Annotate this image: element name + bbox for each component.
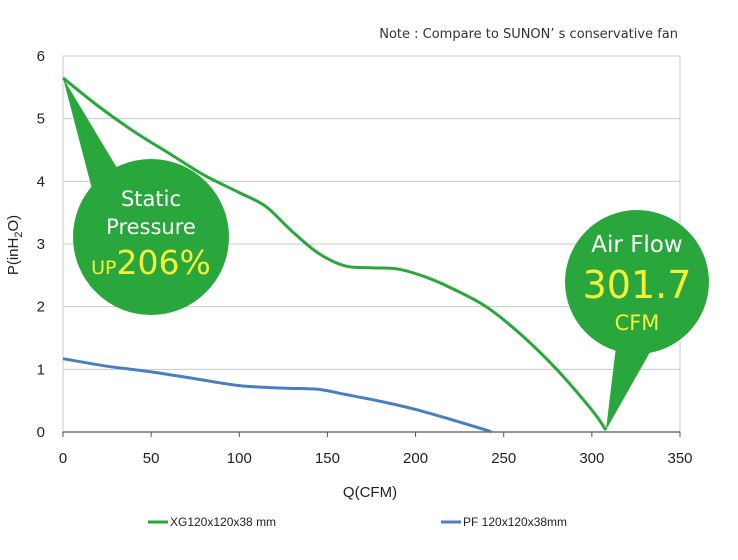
y-axis-label-part: O) [5, 215, 22, 232]
airflow-callout-unit: CFM [615, 311, 660, 335]
x-tick-label: 200 [403, 450, 428, 467]
static-callout-value: 206% [117, 243, 211, 282]
y-tick-label: 6 [37, 48, 45, 65]
static-pressure-callout: Static Pressure UP206% [63, 77, 229, 315]
x-tick-label: 350 [667, 450, 692, 467]
y-tick-label: 4 [37, 173, 45, 190]
y-axis-label-subscript: 2 [13, 232, 25, 238]
series-line-xg [62, 76, 608, 431]
airflow-callout-line1: Air Flow [591, 232, 682, 258]
x-axis-label: Q(CFM) [343, 484, 397, 501]
static-callout-value-group: UP206% [91, 243, 211, 282]
series-line-pf [62, 357, 493, 434]
y-tick-label: 5 [37, 111, 45, 128]
x-tick-label: 300 [579, 450, 604, 467]
y-tick-label: 1 [37, 361, 45, 378]
y-tick-label: 2 [37, 299, 45, 316]
static-callout-line2: Pressure [106, 215, 196, 239]
static-pressure-pointer [63, 77, 123, 193]
y-tick-label: 3 [37, 236, 45, 253]
airflow-callout-value: 301.7 [583, 263, 692, 307]
static-callout-line1: Static [121, 187, 181, 211]
x-tick-label: 250 [491, 450, 516, 467]
y-axis-ticks: 0 1 2 3 4 5 6 [37, 48, 45, 441]
legend-label-pf: PF 120x120x38mm [463, 515, 567, 529]
y-tick-label: 0 [37, 424, 45, 441]
y-axis-label: P(inH2O) [5, 215, 25, 275]
chart-note: Note : Compare to SUNON’ s conservative … [379, 27, 678, 42]
x-axis-ticks: 0 50 100 150 200 250 300 350 [59, 432, 693, 467]
x-tick-label: 0 [59, 450, 67, 467]
x-tick-label: 150 [315, 450, 340, 467]
legend: XG120x120x38 mm PF 120x120x38mm [148, 515, 567, 529]
air-flow-bubble [565, 210, 709, 354]
y-axis-label-part: P(inH [5, 238, 22, 276]
x-tick-label: 100 [227, 450, 252, 467]
static-callout-prefix: UP [91, 257, 116, 279]
air-flow-pointer [605, 330, 654, 431]
x-tick-label: 50 [143, 450, 160, 467]
static-pressure-bubble [73, 159, 229, 315]
air-flow-callout: Air Flow 301.7 CFM [565, 210, 709, 431]
series-lines [62, 76, 608, 434]
legend-label-xg: XG120x120x38 mm [170, 515, 276, 529]
